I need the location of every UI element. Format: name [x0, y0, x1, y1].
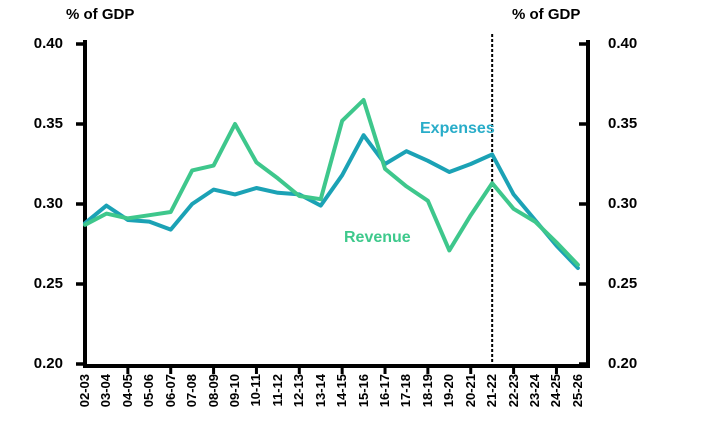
x-tick-label: 08-09 — [205, 374, 221, 408]
y-tick-label-left: 0.30 — [33, 195, 63, 212]
x-tick-label: 20-21 — [462, 374, 478, 408]
x-tick-label: 18-19 — [419, 374, 435, 408]
x-tick-label: 04-05 — [119, 374, 135, 408]
y-tick-label-right: 0.35 — [608, 115, 638, 132]
x-tick-label: 21-22 — [484, 374, 500, 408]
x-tick-label: 09-10 — [227, 374, 242, 408]
x-tick-label: 14-15 — [334, 374, 350, 408]
x-tick-label: 10-11 — [248, 374, 264, 407]
right-axis-title: % of GDP — [512, 6, 581, 23]
y-tick-label-right: 0.20 — [608, 355, 638, 372]
y-tick-label-left: 0.25 — [33, 275, 63, 292]
y-tick-label-left: 0.40 — [33, 35, 63, 52]
y-tick-label-left: 0.20 — [33, 355, 63, 372]
x-tick-label: 17-18 — [398, 374, 414, 408]
x-tick-label: 05-06 — [141, 374, 157, 408]
x-tick-label: 07-08 — [184, 374, 200, 408]
x-tick-label: 16-17 — [377, 374, 393, 408]
x-tick-label: 06-07 — [162, 374, 178, 408]
x-tick-label: 12-13 — [291, 374, 307, 408]
y-tick-label-right: 0.25 — [608, 275, 638, 292]
expenses-series-label: Expenses — [420, 120, 495, 137]
series-line-revenue — [83, 98, 580, 267]
y-tick-label-right: 0.40 — [608, 35, 638, 52]
x-tick-label: 24-25 — [548, 374, 564, 408]
x-tick-label: 11-12 — [269, 374, 285, 407]
left-axis-title: % of GDP — [66, 6, 135, 23]
x-tick-label: 02-03 — [77, 374, 92, 408]
y-tick-label-right: 0.30 — [608, 195, 638, 212]
x-tick-label: 15-16 — [355, 374, 371, 408]
x-tick-label: 19-20 — [441, 374, 457, 408]
series-line-expenses — [83, 133, 580, 270]
x-tick-label: 25-26 — [569, 374, 585, 408]
y-tick-label-left: 0.35 — [33, 115, 63, 132]
x-tick-label: 23-24 — [527, 374, 543, 408]
x-tick-label: 22-23 — [505, 374, 521, 408]
x-tick-label: 03-04 — [98, 374, 114, 408]
x-tick-label: 13-14 — [312, 374, 328, 408]
revenue-series-label: Revenue — [344, 229, 411, 246]
